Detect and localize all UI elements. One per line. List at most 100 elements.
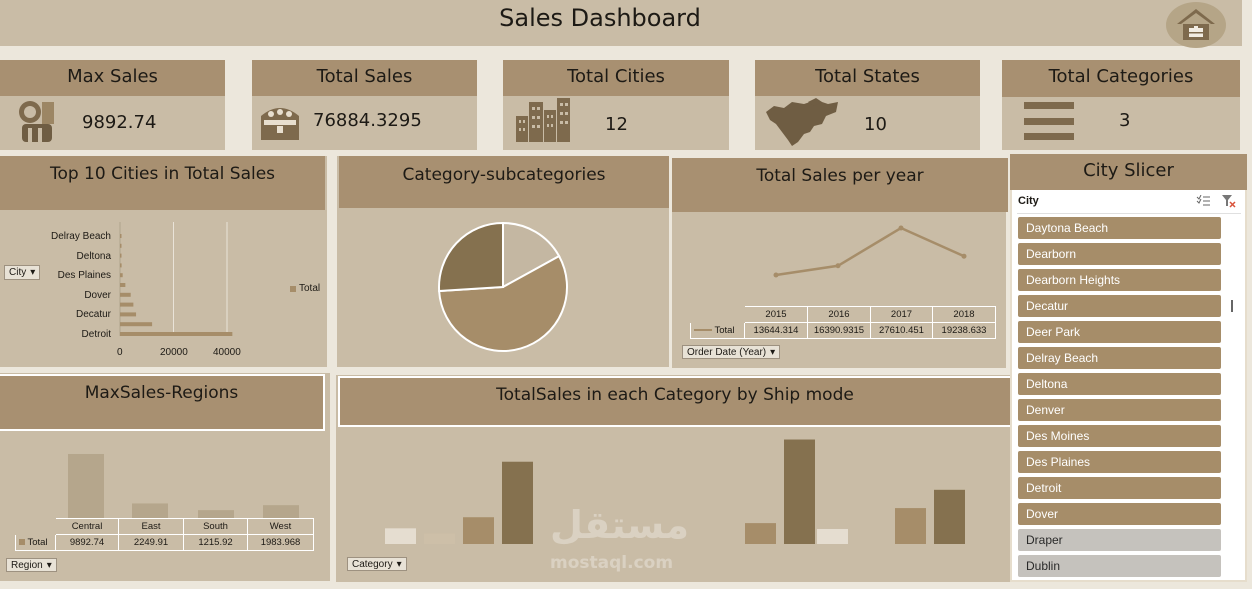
category-filter-button[interactable]: Category ▾ xyxy=(347,557,407,571)
order-date-filter-label: Order Date (Year) xyxy=(687,346,767,358)
cities-label-column: Delray Beach Deltona Des Plaines Dover D… xyxy=(0,231,111,341)
x-tick-label: 20000 xyxy=(160,347,188,358)
pie-chart-title: Category-subcategories xyxy=(339,156,669,208)
slicer-item[interactable]: Daytona Beach xyxy=(1018,217,1221,239)
pie-slice xyxy=(438,221,504,293)
ship-bar xyxy=(817,528,848,544)
legend-swatch xyxy=(290,285,296,292)
sales-line xyxy=(775,226,965,277)
regions-chart-title: MaxSales-Regions xyxy=(0,374,325,431)
year-value: 16390.9315 xyxy=(807,322,871,339)
slicer-item[interactable]: Dearborn xyxy=(1018,243,1221,265)
region-value: 1215.92 xyxy=(183,534,248,551)
region-header: East xyxy=(118,518,184,535)
ship-bar xyxy=(784,439,815,544)
watermark-text: mostaql.com xyxy=(550,553,674,573)
city-bar xyxy=(120,243,122,248)
region-header: South xyxy=(183,518,248,535)
category-filter-label: Category xyxy=(352,558,393,570)
kpi-total-sales-value: 76884.3295 xyxy=(313,110,422,131)
slicer-item[interactable]: Dublin xyxy=(1018,555,1221,577)
hand-money-icon xyxy=(19,101,54,142)
clear-filter-icon[interactable] xyxy=(1222,195,1236,208)
city-bar xyxy=(120,332,233,336)
chevron-down-icon: ▾ xyxy=(770,346,776,358)
line-point xyxy=(773,272,779,278)
ship-bar xyxy=(385,528,416,544)
slicer-item[interactable]: Delray Beach xyxy=(1018,347,1221,369)
kpi-total-cities-value: 12 xyxy=(605,114,628,135)
year-value: 27610.451 xyxy=(870,322,933,339)
ship-bar xyxy=(463,517,494,544)
city-bar xyxy=(120,263,122,268)
city-bar xyxy=(120,234,122,238)
lines-icon xyxy=(1024,102,1074,140)
ship-bar xyxy=(424,533,455,544)
order-date-filter-button[interactable]: Order Date (Year) ▾ xyxy=(682,345,781,359)
kpi-max-sales-value: 9892.74 xyxy=(82,112,157,133)
regions-bar-chart xyxy=(68,453,299,518)
slicer-item[interactable]: Draper xyxy=(1018,529,1221,551)
legend-swatch xyxy=(19,539,25,545)
city-label: Decatur xyxy=(75,309,111,320)
title-bar xyxy=(0,0,1242,46)
home-icon xyxy=(1177,9,1215,40)
region-header: West xyxy=(247,518,314,535)
city-label: Des Plaines xyxy=(57,270,111,281)
slicer-item[interactable]: Dearborn Heights xyxy=(1018,269,1221,291)
cities-bar-chart xyxy=(119,222,233,336)
treasure-chest-icon xyxy=(261,108,299,140)
kpi-total-states-value: 10 xyxy=(864,114,887,135)
city-bar xyxy=(120,273,123,278)
region-row-label: Total xyxy=(27,537,48,548)
city-label: Dover xyxy=(84,290,111,301)
line-legend-icon xyxy=(694,329,712,332)
chevron-down-icon: ▾ xyxy=(46,559,52,571)
slicer-item[interactable]: Dover xyxy=(1018,503,1221,525)
year-header: 2018 xyxy=(932,306,996,323)
slicer-item[interactable]: Deltona xyxy=(1018,373,1221,395)
city-label: Delray Beach xyxy=(50,231,111,242)
x-tick-label: 0 xyxy=(117,347,123,358)
chevron-down-icon: ▾ xyxy=(396,558,402,570)
region-filter-button[interactable]: Region ▾ xyxy=(6,558,57,572)
region-value: 1983.968 xyxy=(247,534,314,551)
category-pie-chart xyxy=(438,221,568,352)
city-bar xyxy=(120,283,126,287)
city-buildings-icon xyxy=(516,98,570,142)
slicer-item[interactable]: Detroit xyxy=(1018,477,1221,499)
slicer-item[interactable]: Decatur xyxy=(1018,295,1221,317)
ship-bar xyxy=(745,523,776,544)
slicer-item[interactable]: Des Plaines xyxy=(1018,451,1221,473)
line-point xyxy=(898,225,904,231)
year-header: 2017 xyxy=(870,306,933,323)
line-point xyxy=(961,253,967,259)
kpi-total-sales-label: Total Sales xyxy=(252,60,477,96)
ship-mode-bar-chart xyxy=(385,439,965,544)
ship-bar xyxy=(895,508,926,544)
year-header: 2015 xyxy=(744,306,808,323)
home-button[interactable] xyxy=(1166,2,1226,48)
line-point xyxy=(835,263,841,269)
city-bar xyxy=(120,302,134,307)
page-title: Sales Dashboard xyxy=(499,4,701,32)
city-filter-button[interactable]: City ▾ xyxy=(4,265,41,280)
kpi-max-sales-label: Max Sales xyxy=(0,60,225,96)
slicer-item[interactable]: Denver xyxy=(1018,399,1221,421)
region-bar xyxy=(132,503,168,518)
slicer-scrollbar[interactable] xyxy=(1231,300,1233,312)
regions-data-table: Central East South West Total 9892.74 22… xyxy=(15,518,314,551)
slicer-title: City Slicer xyxy=(1010,154,1247,190)
city-bar xyxy=(120,253,122,258)
slicer-item[interactable]: Des Moines xyxy=(1018,425,1221,447)
region-value: 9892.74 xyxy=(55,534,119,551)
year-chart-title: Total Sales per year xyxy=(672,158,1008,212)
slicer-item[interactable]: Deer Park xyxy=(1018,321,1221,343)
watermark-logo: مستقل xyxy=(550,503,689,547)
year-value: 19238.633 xyxy=(932,322,996,339)
multi-select-icon[interactable] xyxy=(1196,195,1210,207)
city-filter-label: City xyxy=(9,267,27,278)
x-tick-label: 40000 xyxy=(213,347,241,358)
year-row-label: Total xyxy=(714,325,735,336)
slicer-divider xyxy=(1017,213,1241,214)
